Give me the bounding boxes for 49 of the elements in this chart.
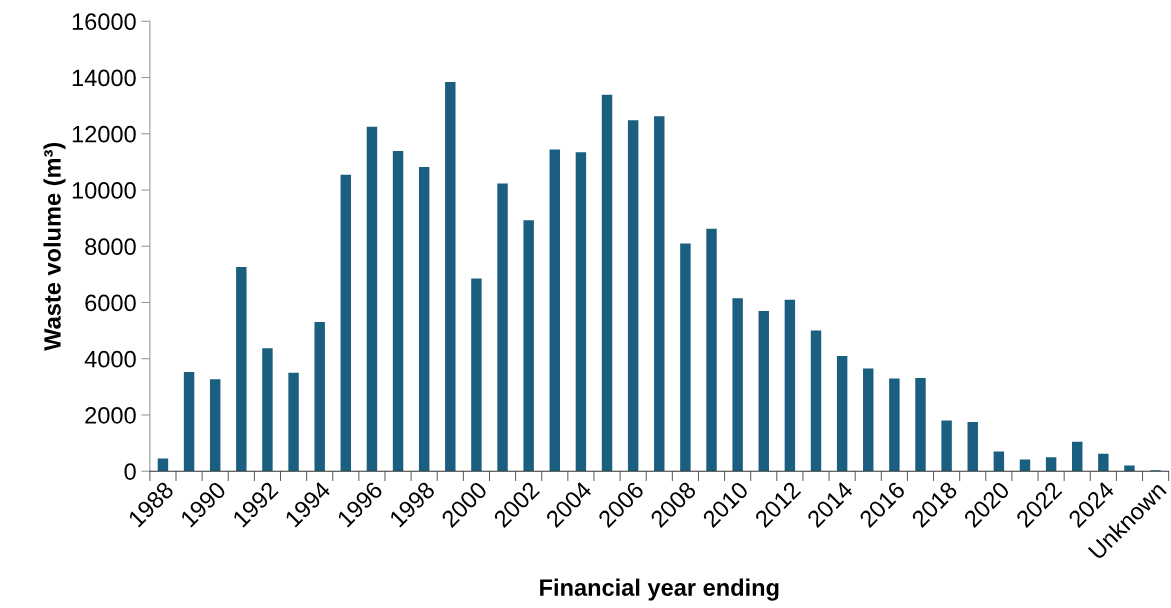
bar (1098, 453, 1109, 472)
bar (236, 267, 247, 472)
bar (915, 378, 926, 472)
bar (497, 183, 508, 472)
y-tick-label: 10000 (72, 182, 136, 199)
bar (601, 94, 613, 472)
bar (1072, 441, 1083, 472)
bar (654, 116, 665, 472)
bar (993, 451, 1005, 472)
y-tick-label: 8000 (85, 238, 136, 256)
bar (732, 298, 743, 472)
bar (549, 149, 561, 472)
bar (314, 321, 325, 472)
bar (1124, 465, 1135, 472)
y-axis-title: Waste volume (m³) (43, 142, 66, 351)
bar (941, 420, 952, 472)
bar (418, 166, 430, 472)
bar (392, 150, 404, 472)
bar (366, 126, 378, 472)
bar (183, 371, 195, 472)
y-tick-label: 6000 (85, 294, 136, 312)
bar (575, 152, 587, 472)
bar (758, 310, 769, 472)
bar (523, 220, 534, 472)
bar (262, 348, 273, 472)
bar (967, 421, 978, 472)
y-tick-label: 16000 (72, 13, 136, 31)
y-tick-label: 4000 (84, 350, 136, 368)
bar (157, 458, 169, 472)
y-tick-label: 0 (124, 463, 136, 480)
x-axis-title: Financial year ending (540, 578, 779, 601)
bar (209, 379, 221, 472)
bar (445, 82, 456, 472)
bar (627, 120, 639, 472)
bar (810, 330, 822, 472)
bar (706, 228, 717, 472)
bar (784, 299, 796, 472)
bar (836, 355, 848, 472)
y-tick-label: 2000 (85, 407, 136, 424)
bar (680, 243, 691, 472)
bar (340, 174, 352, 472)
bar (288, 372, 299, 472)
y-tick-label: 14000 (72, 69, 136, 87)
bar (1045, 457, 1057, 472)
bar (471, 278, 482, 472)
bar (889, 378, 900, 472)
y-tick-label: 12000 (72, 125, 136, 143)
bar (1019, 459, 1031, 472)
bar (863, 368, 874, 472)
